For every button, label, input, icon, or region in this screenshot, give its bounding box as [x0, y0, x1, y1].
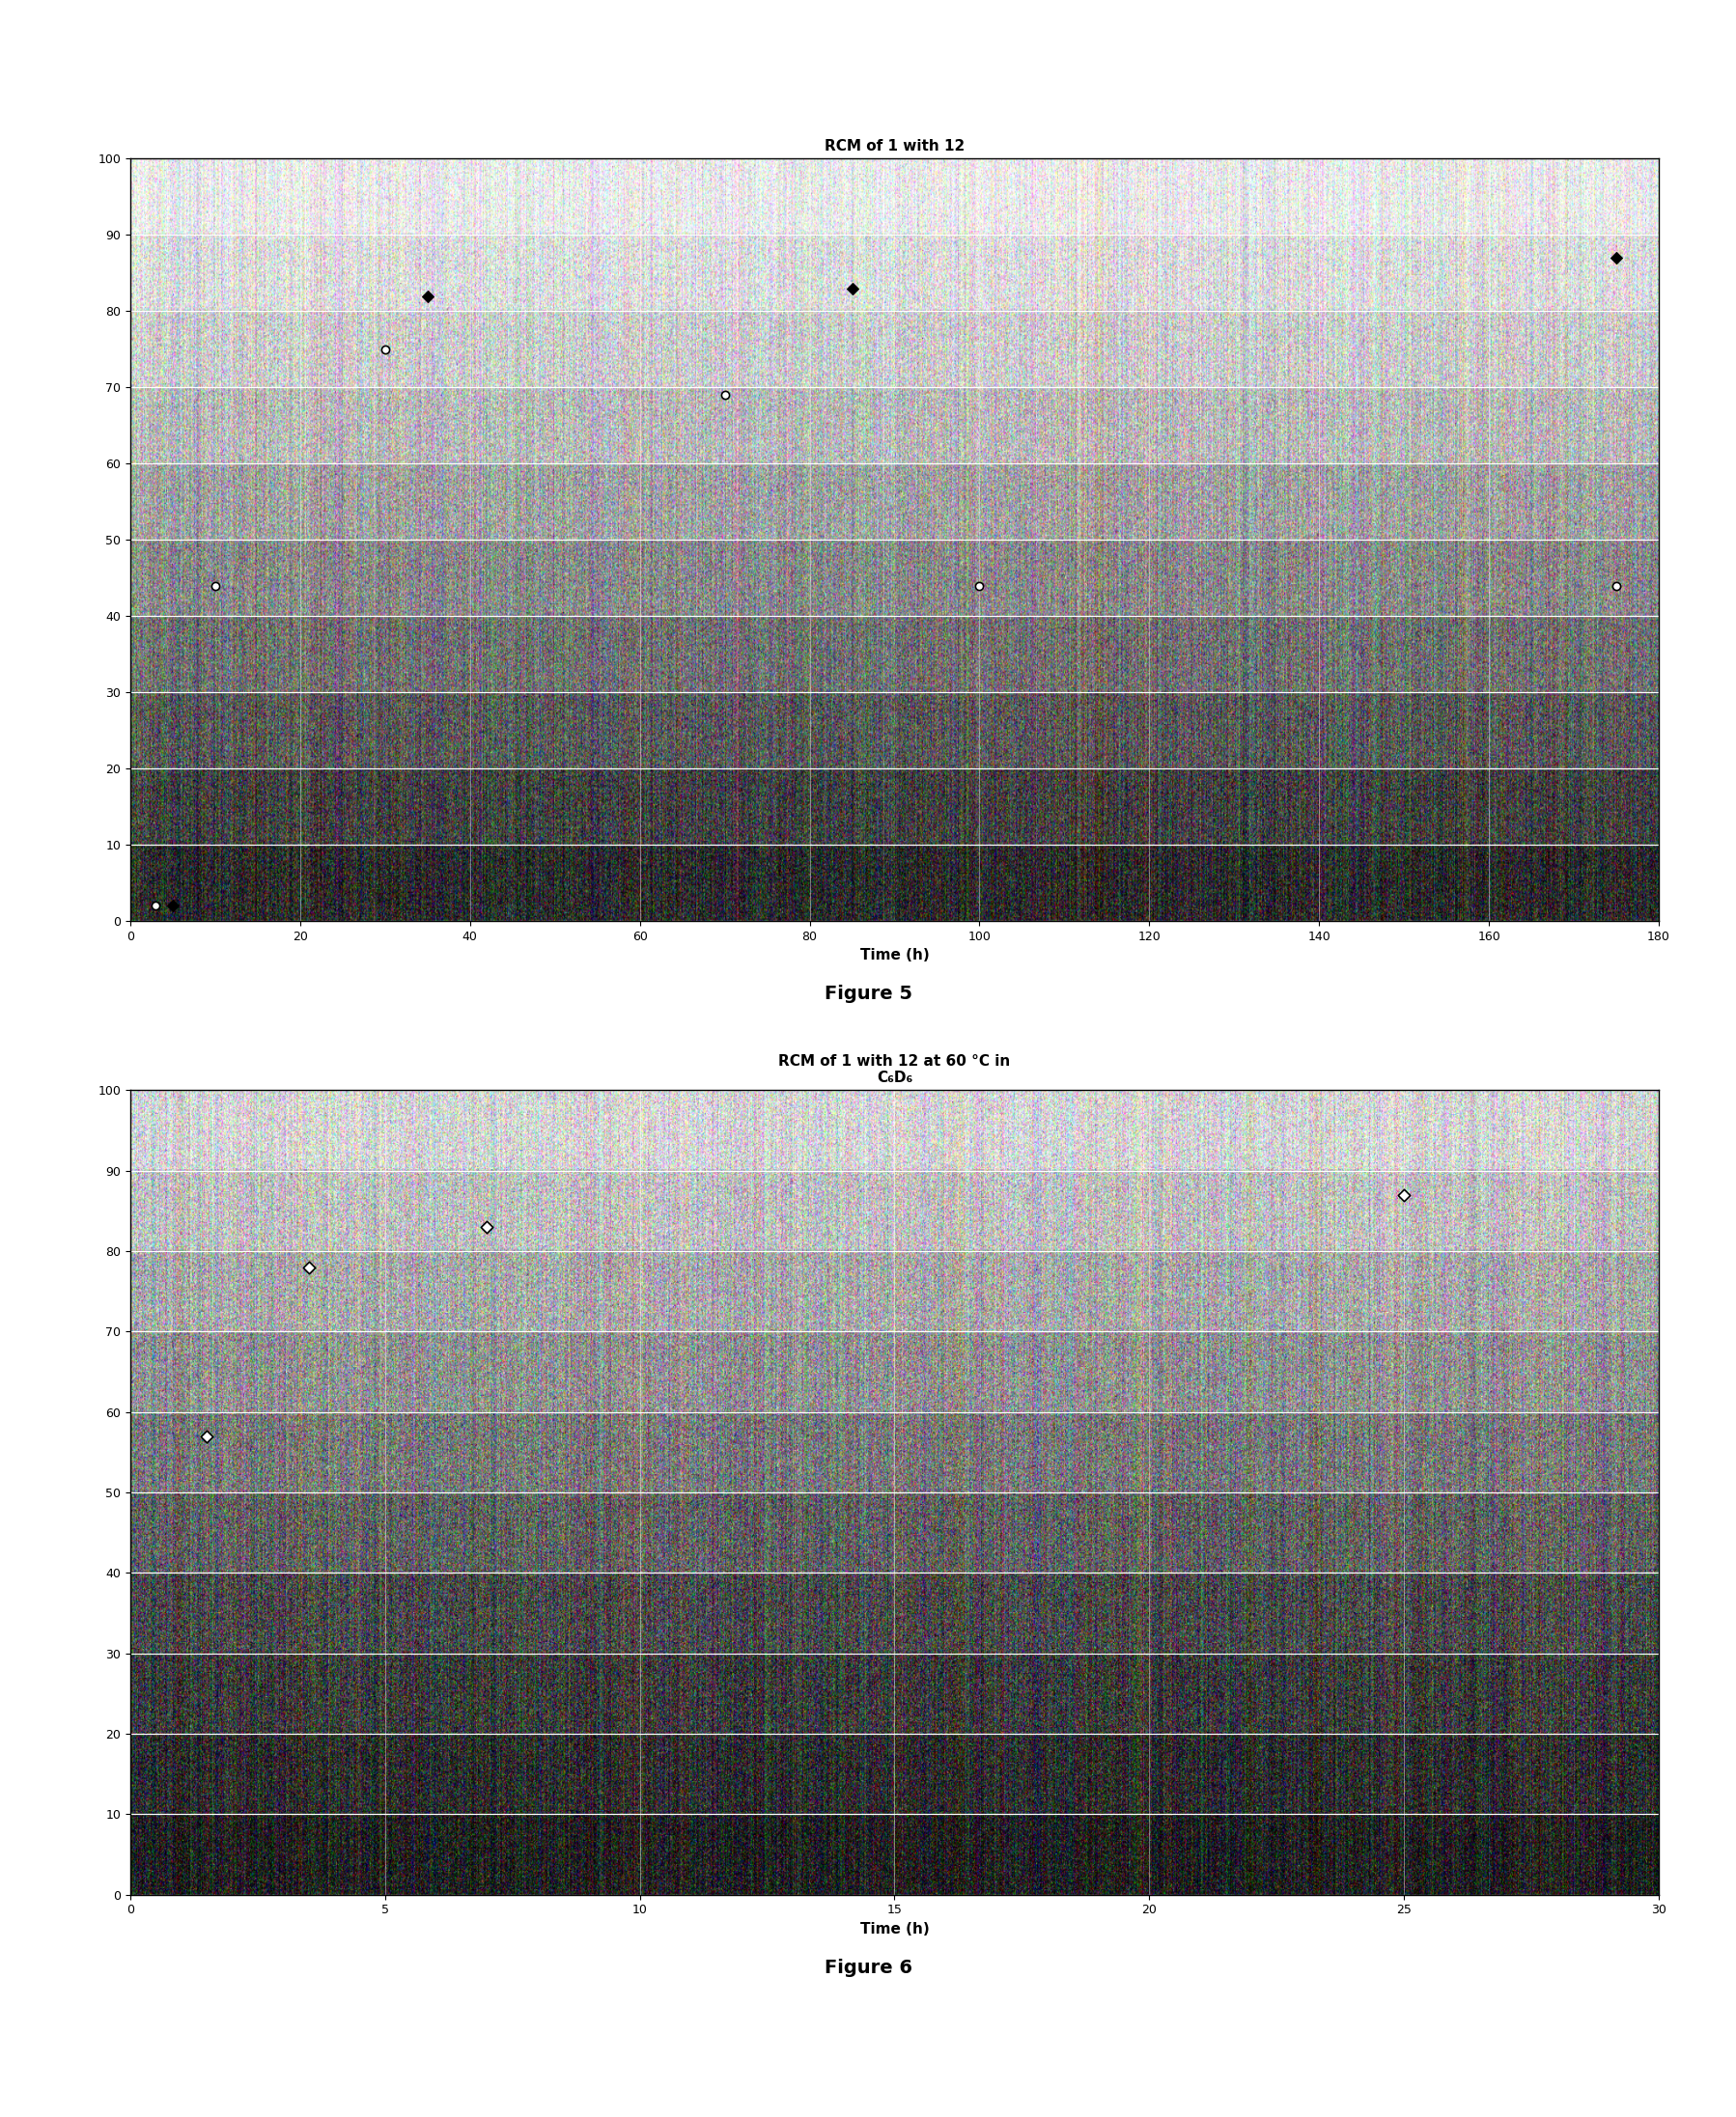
Title: RCM of 1 with 12: RCM of 1 with 12 — [825, 140, 963, 155]
Point — [965, 569, 993, 603]
Point — [1602, 569, 1630, 603]
Point — [472, 1211, 500, 1245]
Text: Figure 5: Figure 5 — [825, 984, 911, 1003]
X-axis label: Time (h): Time (h) — [859, 1922, 929, 1937]
Text: Figure 6: Figure 6 — [825, 1958, 911, 1977]
Point — [1602, 241, 1630, 275]
Title: RCM of 1 with 12 at 60 °C in
C₆D₆: RCM of 1 with 12 at 60 °C in C₆D₆ — [778, 1054, 1010, 1086]
Point — [201, 569, 229, 603]
Point — [142, 889, 170, 923]
Point — [710, 379, 738, 413]
X-axis label: Time (h): Time (h) — [859, 948, 929, 963]
Point — [1389, 1177, 1417, 1211]
Point — [838, 271, 866, 305]
Point — [372, 332, 399, 366]
Point — [295, 1251, 323, 1285]
Point — [193, 1418, 220, 1452]
Point — [158, 889, 186, 923]
Point — [413, 279, 441, 313]
